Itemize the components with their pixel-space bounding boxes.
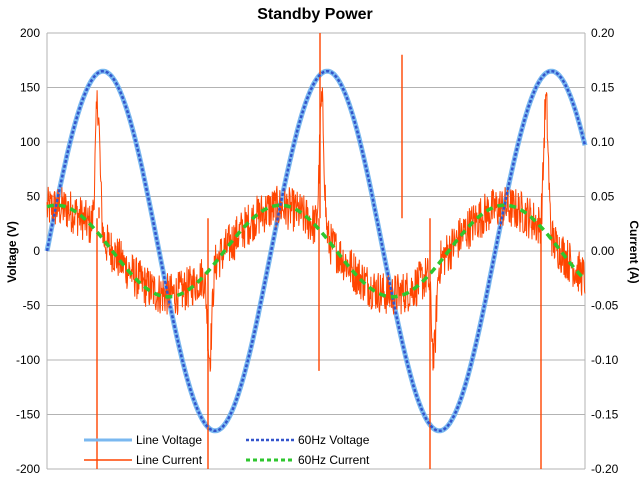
right-tick-label: 0.10 (591, 135, 615, 149)
legend-label: Line Current (136, 453, 203, 467)
left-tick-label: -100 (16, 353, 40, 367)
right-tick-label: -0.10 (591, 353, 619, 367)
right-tick-label: 0.00 (591, 244, 615, 258)
right-tick-label: 0.20 (591, 26, 615, 40)
left-tick-label: 0 (33, 244, 40, 258)
plot-area (44, 33, 588, 469)
right-tick-label: 0.05 (591, 190, 615, 204)
right-tick-label: -0.05 (591, 299, 619, 313)
chart-title: Standby Power (257, 6, 373, 23)
legend-label: Line Voltage (136, 433, 202, 447)
right-axis-label: Current (A) (627, 220, 640, 283)
right-tick-label: 0.15 (591, 81, 615, 95)
left-tick-label: 100 (20, 135, 40, 149)
legend-label: 60Hz Current (298, 453, 370, 467)
right-axis-ticks: 0.20 0.15 0.10 0.05 0.00 -0.05 -0.10 -0.15 -0.20 (591, 26, 619, 476)
legend: Line Voltage 60Hz Voltage Line Current 60Hz… (84, 433, 370, 467)
left-tick-label: -150 (16, 408, 40, 422)
left-tick-label: 200 (20, 26, 40, 40)
series-60hz-voltage (45, 69, 587, 433)
series-line-current (46, 87, 586, 372)
right-tick-label: -0.15 (591, 408, 619, 422)
left-axis-label: Voltage (V) (5, 221, 19, 283)
left-tick-label: -200 (16, 462, 40, 476)
right-tick-label: -0.20 (591, 462, 619, 476)
left-axis-ticks: 200 150 100 50 0 -50 -100 -150 -200 (16, 26, 40, 476)
left-tick-label: -50 (23, 299, 41, 313)
left-tick-label: 150 (20, 81, 40, 95)
gridlines (46, 32, 586, 470)
left-tick-label: 50 (27, 190, 41, 204)
series-60hz-current (46, 203, 587, 299)
legend-label: 60Hz Voltage (298, 433, 370, 447)
